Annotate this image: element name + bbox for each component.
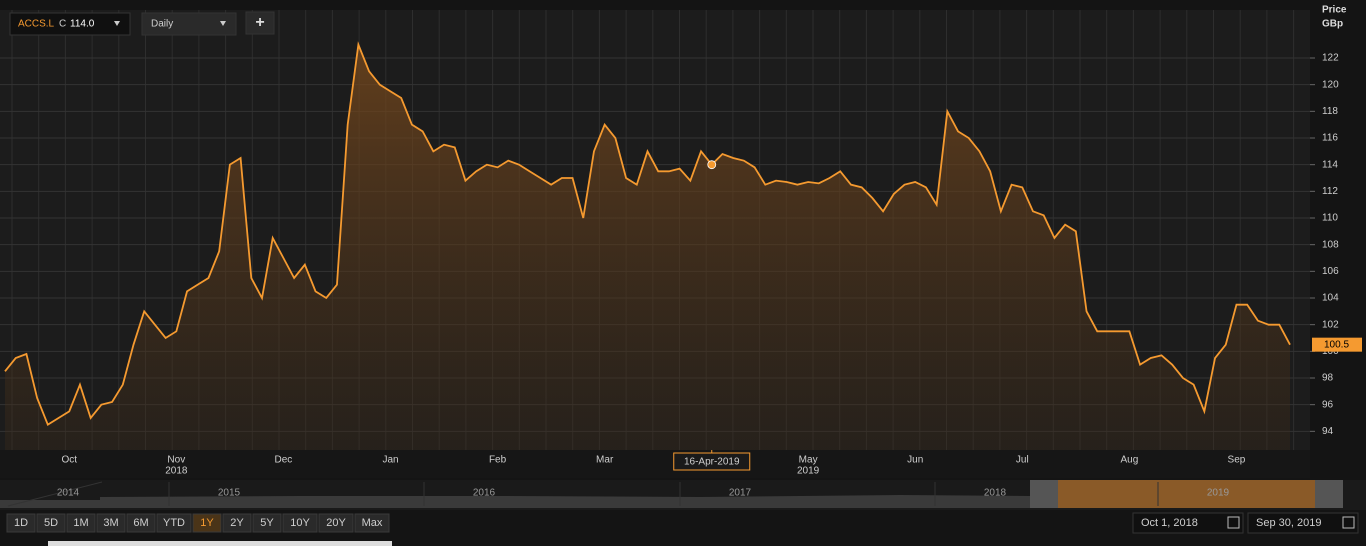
end-date-box[interactable] xyxy=(1247,512,1359,534)
navigator-year: 2015 xyxy=(218,488,241,499)
x-tick-label: Nov xyxy=(167,455,185,466)
range-button[interactable] xyxy=(66,513,96,533)
range-button[interactable] xyxy=(156,513,192,533)
y-axis-title: Price xyxy=(1322,5,1347,16)
range-label: 10Y xyxy=(290,517,310,529)
start-date: Oct 1, 2018 xyxy=(1141,517,1198,529)
end-date: Sep 30, 2019 xyxy=(1256,517,1321,529)
interval: Daily xyxy=(151,19,173,30)
range-button[interactable] xyxy=(354,513,390,533)
range-label: 6M xyxy=(133,517,148,529)
close-value: 114.0 xyxy=(70,19,95,30)
navigator-year: 2018 xyxy=(984,488,1007,499)
scrollbar xyxy=(48,541,392,546)
crosshair-point xyxy=(707,160,717,170)
range-label: 5Y xyxy=(260,517,274,529)
x-axis xyxy=(0,450,1310,478)
range-label: 1M xyxy=(73,517,88,529)
y-tick-label: 108 xyxy=(1322,239,1339,250)
range-buttons: 1D 5D 1M 3M 6M YTD 1Y 2Y 5Y 10Y 20Y Max xyxy=(6,513,390,533)
y-tick-label: 102 xyxy=(1322,319,1339,330)
y-tick-label: 94 xyxy=(1322,426,1334,437)
range-label: 3M xyxy=(103,517,118,529)
navigator-handle[interactable] xyxy=(1030,480,1058,508)
navigator-area xyxy=(0,495,1030,508)
x-tick-label: Sep xyxy=(1228,455,1246,466)
range-button[interactable] xyxy=(36,513,66,533)
range-label: Max xyxy=(362,517,383,529)
interval-box[interactable] xyxy=(141,12,237,36)
area xyxy=(5,44,1290,451)
dropdown-arrow xyxy=(220,21,226,26)
calendar-icon[interactable] xyxy=(1342,516,1355,529)
range-label: 1D xyxy=(14,517,28,529)
navigator-year: 2017 xyxy=(729,488,752,499)
range-button[interactable] xyxy=(222,513,252,533)
last-value-box xyxy=(1312,337,1362,352)
x-tick-label: Jun xyxy=(907,455,923,466)
y-tick-label: 122 xyxy=(1322,53,1339,64)
range-label: 5D xyxy=(44,517,58,529)
x-tick-label: Dec xyxy=(275,455,293,466)
calendar-icon[interactable] xyxy=(1227,516,1240,529)
navigator-handle[interactable] xyxy=(1315,480,1343,508)
x-tick-label: Jan xyxy=(382,455,398,466)
dropdown-arrow xyxy=(114,21,120,26)
x-tick-label: May xyxy=(799,455,818,466)
range-button[interactable] xyxy=(96,513,126,533)
range-label: 1Y xyxy=(200,517,214,529)
range-button[interactable] xyxy=(126,513,156,533)
range-button[interactable] xyxy=(192,513,222,533)
symbol: ACCS.L xyxy=(18,19,55,30)
last-value-label: 100.5 xyxy=(1324,339,1349,350)
range-button[interactable] xyxy=(6,513,36,533)
navigator-year: 2016 xyxy=(473,488,496,499)
y-tick-label: 104 xyxy=(1322,293,1339,304)
crosshair-label: 16-Apr-2019 xyxy=(684,457,740,468)
x-tick-label: Oct xyxy=(61,455,77,466)
x-year-label: 2019 xyxy=(797,466,820,477)
line xyxy=(4,41,1291,426)
x-tick-label: Mar xyxy=(596,455,614,466)
navigator-selection[interactable] xyxy=(1030,480,1343,508)
x-tick-label: Aug xyxy=(1120,455,1138,466)
symbol-box[interactable] xyxy=(9,12,131,36)
close-label: C xyxy=(59,19,66,30)
x-tick-label: Feb xyxy=(489,455,507,466)
range-label: 2Y xyxy=(230,517,244,529)
plot xyxy=(0,41,1310,451)
range-button[interactable] xyxy=(252,513,282,533)
add-button[interactable] xyxy=(245,11,275,35)
navigator-year: 2014 xyxy=(57,488,80,499)
x-year-label: 2018 xyxy=(165,466,188,477)
crosshair-label-box xyxy=(673,452,751,471)
navigator-year: 2019 xyxy=(1207,488,1230,499)
range-button[interactable] xyxy=(282,513,318,533)
y-axis-unit: GBp xyxy=(1322,19,1343,30)
y-tick-label: 110 xyxy=(1322,213,1338,224)
start-date-box[interactable] xyxy=(1132,512,1244,534)
navigator-divider xyxy=(7,481,103,507)
y-tick-label: 98 xyxy=(1322,373,1334,384)
y-tick-label: 106 xyxy=(1322,266,1339,277)
x-tick-label: Jul xyxy=(1016,455,1029,466)
range-label: 20Y xyxy=(326,517,346,529)
y-tick-label: 116 xyxy=(1322,133,1338,144)
navigator-labels: 2014 2015 2016 2017 2018 2019 xyxy=(7,481,1230,507)
y-tick-label: 120 xyxy=(1322,79,1339,90)
y-tick-label: 96 xyxy=(1322,399,1334,410)
range-button[interactable] xyxy=(318,513,354,533)
y-tick-label: 114 xyxy=(1322,159,1338,170)
y-tick-label: 118 xyxy=(1322,106,1338,117)
y-tick-label: 112 xyxy=(1322,186,1338,197)
range-label: YTD xyxy=(163,517,185,529)
add-icon: + xyxy=(255,14,264,31)
